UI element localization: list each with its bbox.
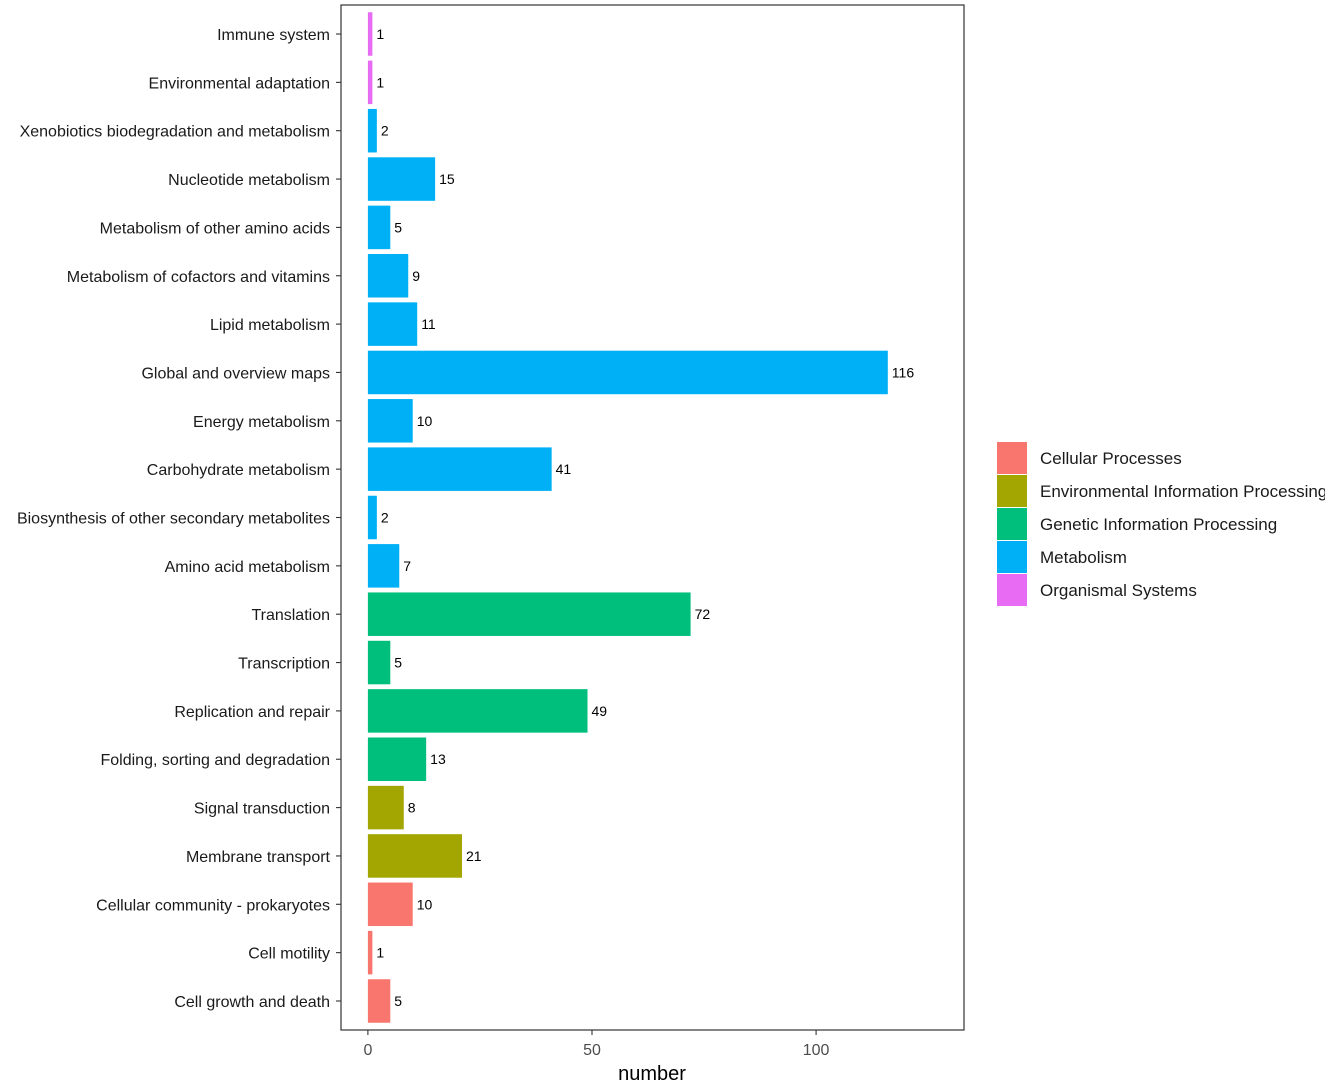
legend-label-metabolism: Metabolism [1040, 548, 1127, 567]
bar-replication-and-repair [367, 689, 588, 733]
legend-swatch-metabolism [997, 541, 1027, 573]
legend: Cellular Processes Environmental Informat… [997, 442, 1325, 606]
x-tick-label-0: 0 [363, 1042, 372, 1059]
bar-amino-acid-metabolism [367, 544, 400, 588]
value-label-folding-sorting-and-degradation: 13 [430, 751, 446, 767]
bar-energy-metabolism [367, 399, 413, 443]
bar-nucleotide-metabolism [367, 157, 436, 201]
category-label-biosynthesis-of-other-secondary-metabolites: Biosynthesis of other secondary metaboli… [17, 511, 330, 528]
bar-lipid-metabolism [367, 302, 418, 346]
bar-immune-system [367, 12, 373, 56]
legend-label-organismal-systems: Organismal Systems [1040, 581, 1197, 600]
x-axis-title: number [618, 1063, 686, 1084]
category-label-replication-and-repair: Replication and repair [174, 704, 330, 721]
value-label-lipid-metabolism: 11 [421, 316, 436, 332]
legend-label-genetic-information-processing: Genetic Information Processing [1040, 515, 1277, 534]
category-label-immune-system: Immune system [217, 27, 330, 44]
bar-carbohydrate-metabolism [367, 447, 552, 491]
value-label-membrane-transport: 21 [466, 848, 482, 864]
category-label-translation: Translation [251, 607, 330, 624]
value-label-cellular-community-prokaryotes: 10 [417, 896, 433, 912]
x-tick-label-100: 100 [803, 1042, 830, 1059]
category-label-energy-metabolism: Energy metabolism [193, 414, 330, 431]
legend-swatch-genetic-information-processing [997, 508, 1027, 540]
value-label-nucleotide-metabolism: 15 [439, 171, 455, 187]
bar-cellular-community-prokaryotes [367, 882, 413, 927]
category-label-folding-sorting-and-degradation: Folding, sorting and degradation [101, 752, 331, 769]
category-label-metabolism-of-cofactors-and-vitamins: Metabolism of cofactors and vitamins [67, 269, 330, 286]
y-axis: Immune system Environmental adaptation Xen… [17, 27, 341, 1011]
bar-global-and-overview-maps [367, 350, 888, 395]
category-label-global-and-overview-maps: Global and overview maps [141, 365, 330, 382]
legend-swatch-organismal-systems [997, 574, 1027, 606]
category-label-cell-motility: Cell motility [248, 946, 330, 963]
x-axis: 0 50 100 [363, 1030, 830, 1059]
value-label-signal-transduction: 8 [408, 800, 416, 816]
category-label-cell-growth-and-death: Cell growth and death [174, 994, 330, 1011]
category-label-environmental-adaptation: Environmental adaptation [149, 75, 330, 92]
value-label-cell-growth-and-death: 5 [394, 993, 402, 1009]
category-label-xenobiotics-biodegradation-and-metabolism: Xenobiotics biodegradation and metabolis… [20, 124, 330, 141]
bar-signal-transduction [367, 785, 404, 830]
category-label-cellular-community-prokaryotes: Cellular community - prokaryotes [96, 897, 330, 914]
value-label-metabolism-of-other-amino-acids: 5 [394, 219, 402, 235]
value-label-transcription: 5 [394, 655, 402, 671]
bar-transcription [367, 640, 391, 685]
value-label-immune-system: 1 [376, 26, 384, 42]
legend-swatch-cellular-processes [997, 442, 1027, 474]
value-label-carbohydrate-metabolism: 41 [556, 461, 572, 477]
bar-environmental-adaptation [367, 60, 373, 105]
value-label-energy-metabolism: 10 [417, 413, 433, 429]
bar-cell-motility [367, 930, 373, 975]
category-label-nucleotide-metabolism: Nucleotide metabolism [168, 172, 330, 189]
category-label-signal-transduction: Signal transduction [194, 801, 330, 818]
bar-membrane-transport [367, 834, 463, 878]
legend-label-environmental-information-processing: Environmental Information Processing [1040, 482, 1325, 501]
value-label-biosynthesis-of-other-secondary-metabolites: 2 [381, 510, 389, 526]
value-label-xenobiotics-biodegradation-and-metabolism: 2 [381, 123, 389, 139]
category-label-membrane-transport: Membrane transport [186, 849, 331, 866]
legend-label-cellular-processes: Cellular Processes [1040, 449, 1182, 468]
x-tick-label-50: 50 [583, 1042, 601, 1059]
value-label-cell-motility: 1 [376, 945, 384, 961]
category-label-lipid-metabolism: Lipid metabolism [210, 317, 330, 334]
category-label-transcription: Transcription [238, 656, 330, 673]
value-label-amino-acid-metabolism: 7 [403, 558, 411, 574]
category-label-carbohydrate-metabolism: Carbohydrate metabolism [147, 462, 330, 479]
value-label-metabolism-of-cofactors-and-vitamins: 9 [412, 268, 420, 284]
bar-biosynthesis-of-other-secondary-metabolites [367, 495, 377, 540]
category-label-metabolism-of-other-amino-acids: Metabolism of other amino acids [100, 220, 330, 237]
value-label-translation: 72 [695, 606, 711, 622]
value-label-global-and-overview-maps: 116 [892, 364, 915, 380]
value-label-environmental-adaptation: 1 [376, 74, 384, 90]
category-label-amino-acid-metabolism: Amino acid metabolism [165, 559, 330, 576]
bar-xenobiotics-biodegradation-and-metabolism [367, 108, 377, 153]
bar-cell-growth-and-death [367, 979, 391, 1023]
bar-folding-sorting-and-degradation [367, 737, 427, 782]
bar-translation [367, 592, 691, 636]
value-label-replication-and-repair: 49 [592, 703, 608, 719]
bar-metabolism-of-cofactors-and-vitamins [367, 253, 409, 298]
legend-swatch-environmental-information-processing [997, 475, 1027, 507]
bar-metabolism-of-other-amino-acids [367, 205, 391, 250]
